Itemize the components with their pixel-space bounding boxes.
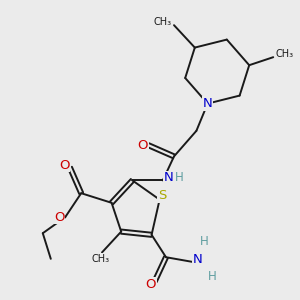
Text: O: O (146, 278, 156, 291)
Text: CH₃: CH₃ (91, 254, 110, 264)
Text: O: O (59, 158, 70, 172)
Text: O: O (54, 211, 65, 224)
Text: O: O (137, 139, 148, 152)
Text: N: N (203, 97, 212, 110)
Text: N: N (193, 253, 203, 266)
Text: CH₃: CH₃ (154, 17, 172, 27)
Text: CH₃: CH₃ (275, 49, 293, 59)
Text: S: S (158, 189, 166, 202)
Text: H: H (175, 171, 184, 184)
Text: N: N (164, 171, 173, 184)
Text: H: H (208, 270, 217, 283)
Text: H: H (200, 235, 209, 248)
